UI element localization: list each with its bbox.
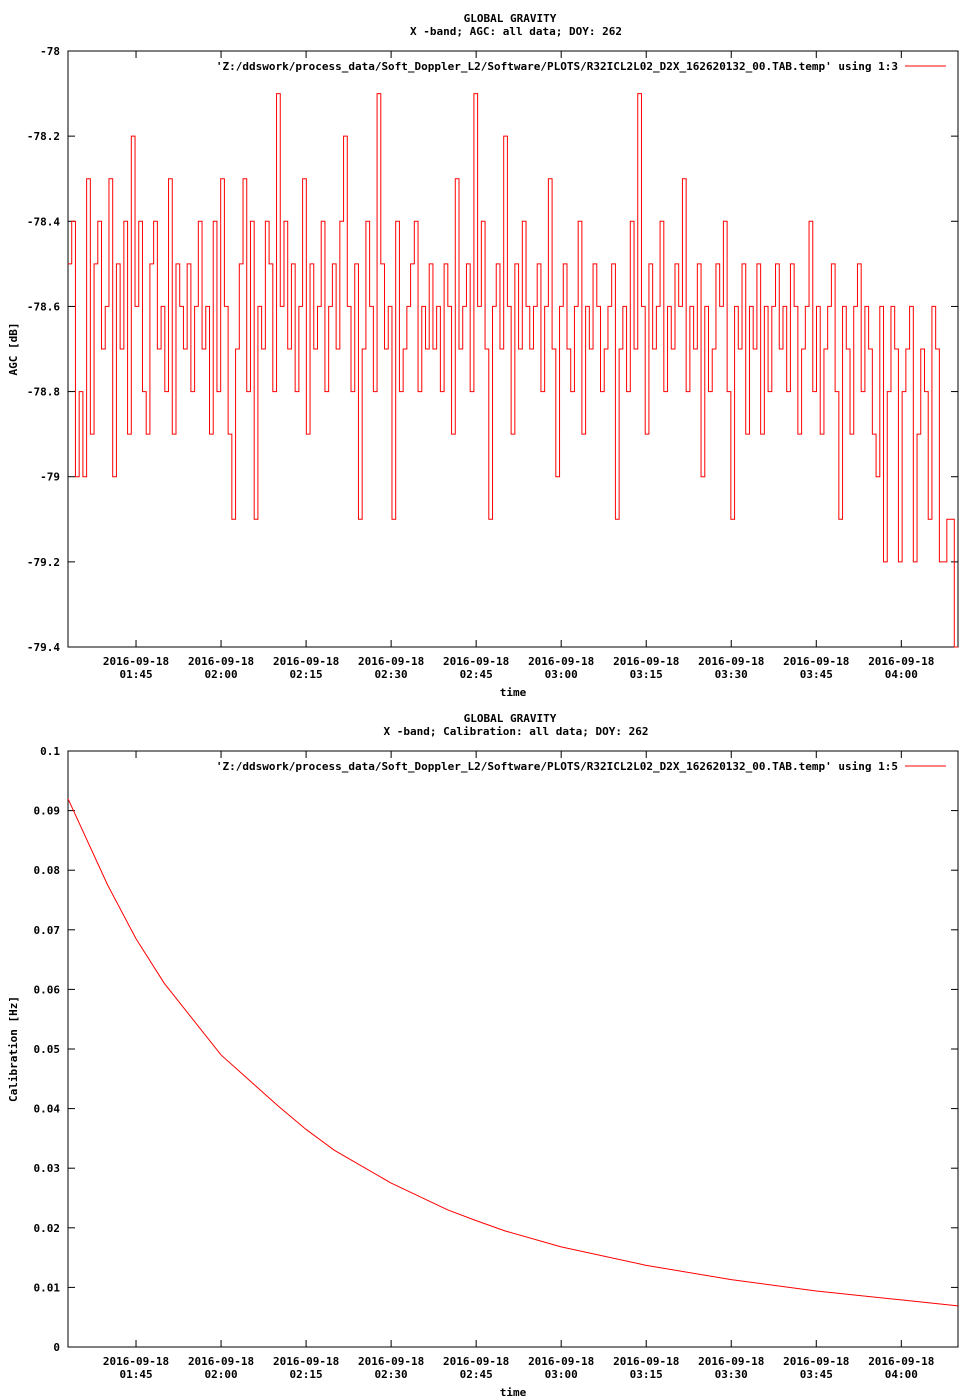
y-axis-label: AGC [dB] [7, 323, 20, 376]
x-tick-time: 03:15 [630, 668, 663, 681]
y-tick-label: 0 [53, 1341, 60, 1354]
legend: 'Z:/ddswork/process_data/Soft_Doppler_L2… [216, 760, 946, 773]
x-tick-date: 2016-09-18 [443, 655, 509, 668]
x-tick-date: 2016-09-18 [783, 655, 849, 668]
y-tick-label: -78.6 [27, 300, 60, 313]
x-tick-time: 03:45 [800, 1368, 833, 1381]
x-tick-date: 2016-09-18 [868, 655, 934, 668]
x-tick-date: 2016-09-18 [358, 655, 424, 668]
y-tick-label: -79.4 [27, 641, 60, 654]
series-line [67, 798, 959, 1307]
x-tick-date: 2016-09-18 [528, 1355, 594, 1368]
x-tick-time: 02:45 [460, 668, 493, 681]
x-tick-date: 2016-09-18 [188, 1355, 254, 1368]
x-tick-date: 2016-09-18 [273, 655, 339, 668]
x-tick-time: 03:30 [715, 1368, 748, 1381]
plot-frame [67, 50, 959, 648]
y-tick-label: 0.06 [34, 983, 61, 996]
x-tick-date: 2016-09-18 [103, 1355, 169, 1368]
x-tick-date: 2016-09-18 [613, 655, 679, 668]
y-tick-label: -78 [40, 45, 60, 58]
x-tick-time: 03:00 [545, 1368, 578, 1381]
x-tick-time: 03:45 [800, 668, 833, 681]
x-tick-time: 03:00 [545, 668, 578, 681]
data-series [67, 798, 959, 1307]
x-tick-time: 02:30 [375, 1368, 408, 1381]
x-tick-time: 01:45 [119, 1368, 152, 1381]
chart-title: GLOBAL GRAVITY [464, 712, 557, 725]
y-tick-label: 0.03 [34, 1162, 61, 1175]
x-tick-time: 02:00 [204, 1368, 237, 1381]
y-tick-label: 0.05 [34, 1043, 61, 1056]
calibration-chart: GLOBAL GRAVITY X -band; Calibration: all… [7, 712, 959, 1399]
y-tick-label: -78.4 [27, 215, 60, 228]
y-tick-label: -78.2 [27, 130, 60, 143]
y-tick-label: 0.02 [34, 1222, 61, 1235]
data-series [68, 93, 958, 648]
x-tick-time: 02:45 [460, 1368, 493, 1381]
x-tick-time: 02:15 [290, 1368, 323, 1381]
y-tick-label: -79.2 [27, 556, 60, 569]
x-tick-date: 2016-09-18 [698, 655, 764, 668]
x-tick-time: 02:00 [204, 668, 237, 681]
x-tick-time: 03:30 [715, 668, 748, 681]
x-tick-date: 2016-09-18 [783, 1355, 849, 1368]
y-tick-label: 0.04 [34, 1103, 61, 1116]
x-tick-time: 02:30 [375, 668, 408, 681]
x-axis: 2016-09-1801:452016-09-1802:002016-09-18… [103, 51, 934, 681]
x-tick-date: 2016-09-18 [868, 1355, 934, 1368]
y-tick-label: 0.1 [40, 745, 60, 758]
y-tick-label: -78.8 [27, 386, 60, 399]
y-tick-label: 0.01 [34, 1281, 61, 1294]
chart-title: GLOBAL GRAVITY [464, 12, 557, 25]
agc-chart: GLOBAL GRAVITY X -band; AGC: all data; D… [7, 12, 959, 699]
legend-label: 'Z:/ddswork/process_data/Soft_Doppler_L2… [216, 60, 898, 73]
x-tick-time: 01:45 [119, 668, 152, 681]
x-tick-date: 2016-09-18 [188, 655, 254, 668]
legend: 'Z:/ddswork/process_data/Soft_Doppler_L2… [216, 60, 946, 73]
chart-subtitle: X -band; AGC: all data; DOY: 262 [410, 25, 622, 38]
y-axis-label: Calibration [Hz] [7, 996, 20, 1102]
chart-subtitle: X -band; Calibration: all data; DOY: 262 [384, 725, 649, 738]
series-line [68, 93, 958, 648]
x-axis: 2016-09-1801:452016-09-1802:002016-09-18… [103, 751, 934, 1381]
x-tick-time: 02:15 [290, 668, 323, 681]
x-tick-date: 2016-09-18 [273, 1355, 339, 1368]
x-tick-date: 2016-09-18 [698, 1355, 764, 1368]
x-axis-label: time [500, 686, 527, 699]
x-tick-date: 2016-09-18 [613, 1355, 679, 1368]
y-axis: 0.1 0.09 0.08 0.07 0.06 0.05 0.04 0.03 0.02 0.01 0 [34, 745, 958, 1354]
x-tick-time: 04:00 [885, 668, 918, 681]
y-tick-label: 0.07 [34, 924, 61, 937]
y-tick-label: 0.08 [34, 864, 61, 877]
legend-label: 'Z:/ddswork/process_data/Soft_Doppler_L2… [216, 760, 898, 773]
y-tick-label: 0.09 [34, 805, 61, 818]
y-tick-label: -79 [40, 471, 60, 484]
x-axis-label: time [500, 1386, 527, 1399]
x-tick-time: 04:00 [885, 1368, 918, 1381]
x-tick-date: 2016-09-18 [358, 1355, 424, 1368]
x-tick-time: 03:15 [630, 1368, 663, 1381]
x-tick-date: 2016-09-18 [103, 655, 169, 668]
x-tick-date: 2016-09-18 [443, 1355, 509, 1368]
x-tick-date: 2016-09-18 [528, 655, 594, 668]
